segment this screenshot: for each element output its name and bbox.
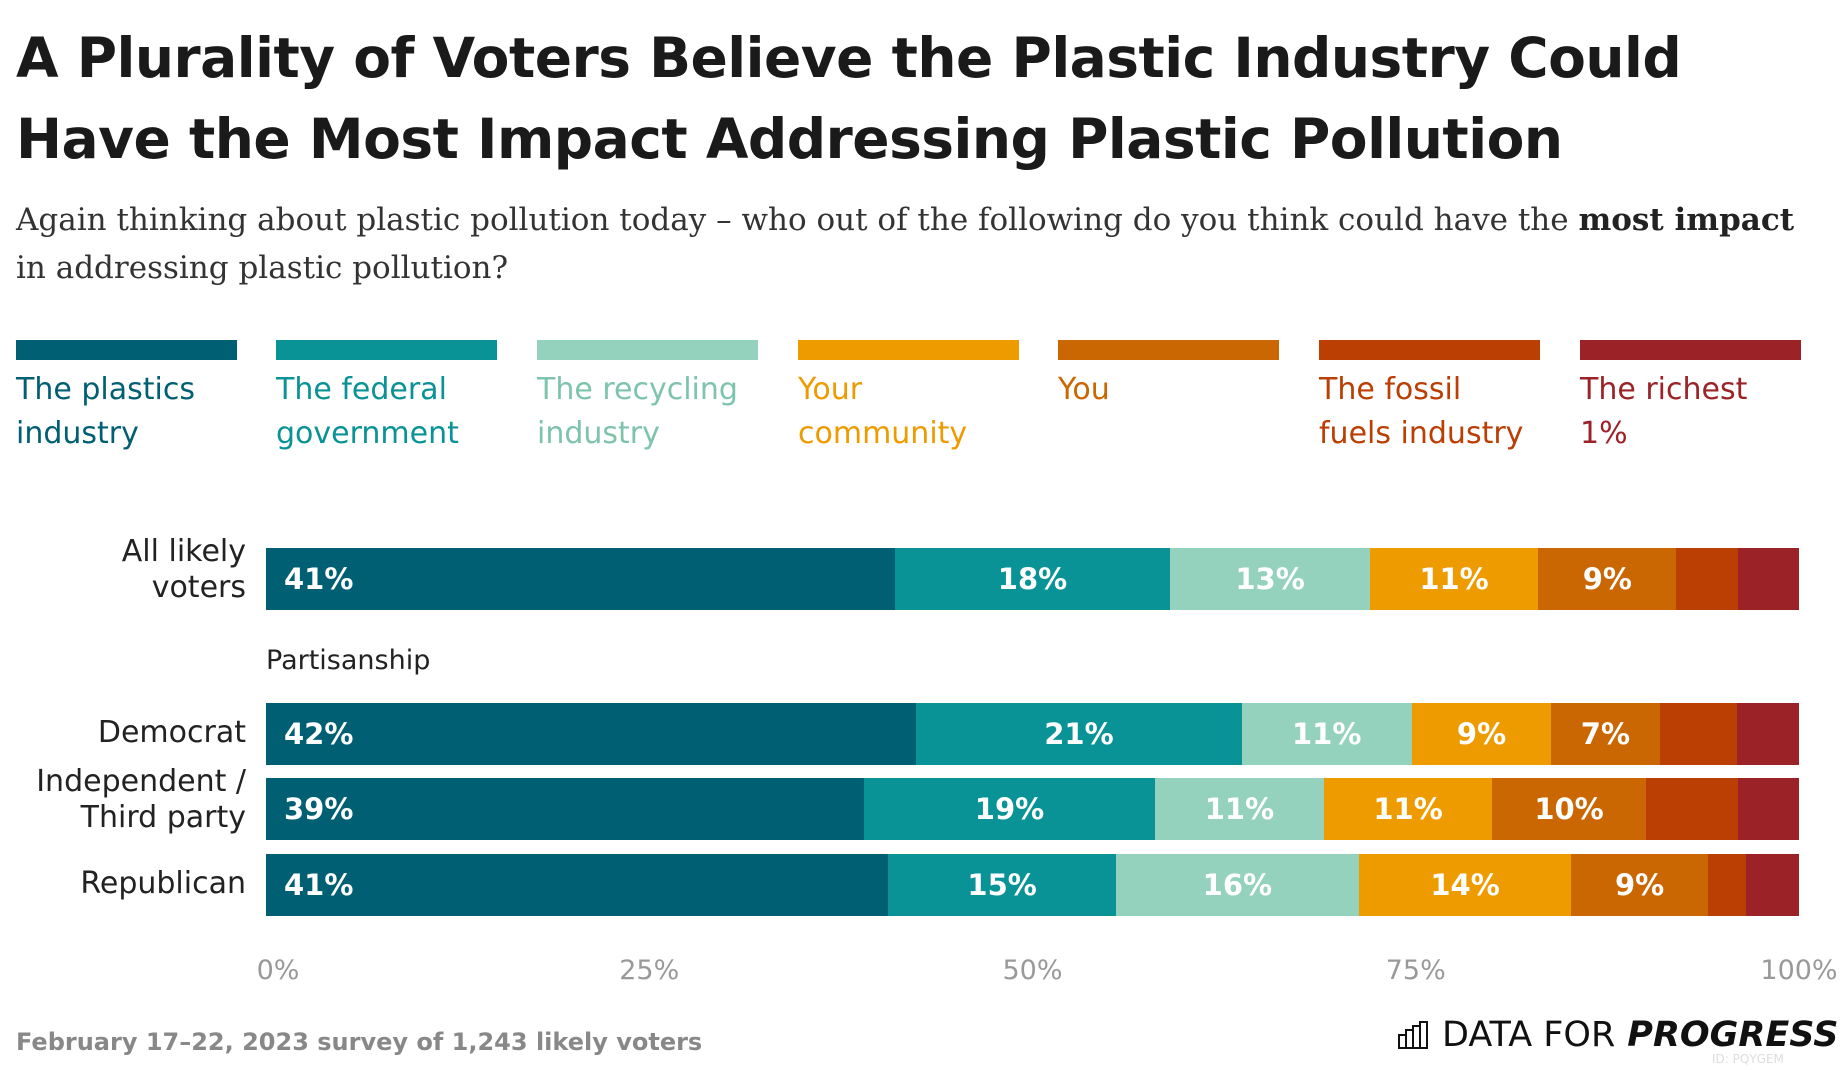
bar-segment <box>1659 703 1738 765</box>
bar-segment <box>1737 703 1799 765</box>
bar-segment: 39% <box>266 778 864 840</box>
data-label: 21% <box>1044 717 1114 751</box>
bar-segment: 19% <box>863 778 1156 840</box>
bar-segment: 10% <box>1492 778 1646 840</box>
data-label: 7% <box>1580 717 1631 751</box>
stacked-bar: 41% 15% 16% 14% 9% <box>266 854 1799 916</box>
data-label: 42% <box>284 717 354 751</box>
bar-segment: 42% <box>266 703 917 765</box>
bar-segment <box>1645 778 1738 840</box>
subtitle-text: Again thinking about plastic pollution t… <box>16 202 1579 238</box>
legend-item: The plastics industry <box>16 340 237 456</box>
legend-swatch <box>1580 340 1801 360</box>
bar-segment: 9% <box>1538 548 1677 610</box>
data-label: 39% <box>284 792 354 826</box>
data-label: 9% <box>1456 717 1507 751</box>
legend-item: The richest 1% <box>1580 340 1801 456</box>
x-tick-label: 100% <box>1760 955 1838 986</box>
data-label: 18% <box>997 562 1068 596</box>
data-label: 9% <box>1582 562 1632 596</box>
bar-segment <box>1676 548 1738 610</box>
legend-item: The fossil fuels industry <box>1319 340 1540 456</box>
data-label: 16% <box>1202 868 1273 902</box>
legend-swatch <box>798 340 1019 360</box>
logo: DATA FOR PROGRESS <box>1398 1015 1838 1055</box>
bar-segment: 41% <box>266 548 895 610</box>
data-label: 9% <box>1614 868 1665 902</box>
row-label: Republican <box>80 866 246 901</box>
legend-label: The recycling industry <box>537 372 738 451</box>
data-label: 11% <box>1204 792 1275 826</box>
legend-swatch <box>1058 340 1279 360</box>
chart-id: ID: PQYGEM <box>1712 1052 1784 1066</box>
logo-text-light: DATA FOR <box>1442 1015 1616 1055</box>
bar-segment: 9% <box>1571 854 1708 916</box>
legend-item: Your community <box>798 340 1019 456</box>
chart-subtitle: Again thinking about plastic pollution t… <box>16 196 1816 292</box>
data-label: 14% <box>1430 868 1500 902</box>
bar-segment: 41% <box>266 854 889 916</box>
data-label: 13% <box>1235 562 1305 596</box>
legend-label: You <box>1058 372 1110 407</box>
legend-label: The plastics industry <box>16 372 195 451</box>
bar-segment: 9% <box>1411 703 1552 765</box>
legend-item: The federal government <box>276 340 497 456</box>
stacked-bar: 39% 19% 11% 11% 10% <box>266 778 1799 840</box>
logo-text-bold: PROGRESS <box>1627 1015 1839 1055</box>
data-label: 41% <box>284 868 354 902</box>
row-label: Independent / Third party <box>36 764 246 835</box>
bar-segment: 18% <box>894 548 1171 610</box>
x-tick-label: 50% <box>1002 955 1063 986</box>
bar-segment: 7% <box>1551 703 1660 765</box>
legend-swatch <box>1319 340 1540 360</box>
bar-segment <box>1737 548 1799 610</box>
x-tick-label: 25% <box>619 955 680 986</box>
data-label: 11% <box>1373 792 1443 826</box>
legend-swatch <box>537 340 758 360</box>
chart-title: A Plurality of Voters Believe the Plasti… <box>16 26 1682 171</box>
data-label: 41% <box>284 562 354 596</box>
legend-label: Your community <box>798 372 968 451</box>
data-label: 19% <box>974 792 1045 826</box>
subtitle-text-end: in addressing plastic pollution? <box>16 250 509 286</box>
legend-label: The fossil fuels industry <box>1319 372 1524 451</box>
bar-segment: 11% <box>1241 703 1412 765</box>
bar-segment: 13% <box>1170 548 1370 610</box>
legend-item: The recycling industry <box>537 340 758 456</box>
data-label: 11% <box>1419 562 1489 596</box>
legend-swatch <box>16 340 237 360</box>
subtitle-bold: most impact <box>1578 202 1795 238</box>
row-label: Democrat <box>97 715 246 750</box>
x-tick-label: 0% <box>256 955 300 986</box>
legend-swatch <box>276 340 497 360</box>
bar-segment: 11% <box>1323 778 1493 840</box>
stacked-bar: 41% 18% 13% 11% 9% <box>266 548 1799 610</box>
stacked-bar: 42% 21% 11% 9% 7% <box>266 703 1799 765</box>
bar-chart-icon <box>1398 1021 1428 1049</box>
bar-segment: 11% <box>1369 548 1539 610</box>
footer-source: February 17–22, 2023 survey of 1,243 lik… <box>16 1028 703 1056</box>
bar-segment: 14% <box>1358 854 1572 916</box>
bar-segment: 21% <box>916 703 1242 765</box>
legend-label: The richest 1% <box>1580 372 1748 451</box>
legend-item: You <box>1058 340 1279 412</box>
data-label: 15% <box>967 868 1037 902</box>
x-tick-label: 75% <box>1385 955 1446 986</box>
group-label: Partisanship <box>266 645 431 676</box>
bar-segment <box>1745 854 1799 916</box>
bar-segment: 16% <box>1115 854 1359 916</box>
data-label: 11% <box>1291 717 1362 751</box>
bar-segment <box>1737 778 1799 840</box>
bar-segment: 15% <box>888 854 1116 916</box>
row-label: All likely voters <box>121 534 246 605</box>
bar-segment: 11% <box>1155 778 1324 840</box>
bar-segment <box>1707 854 1746 916</box>
legend-label: The federal government <box>276 372 459 451</box>
data-label: 10% <box>1534 792 1604 826</box>
